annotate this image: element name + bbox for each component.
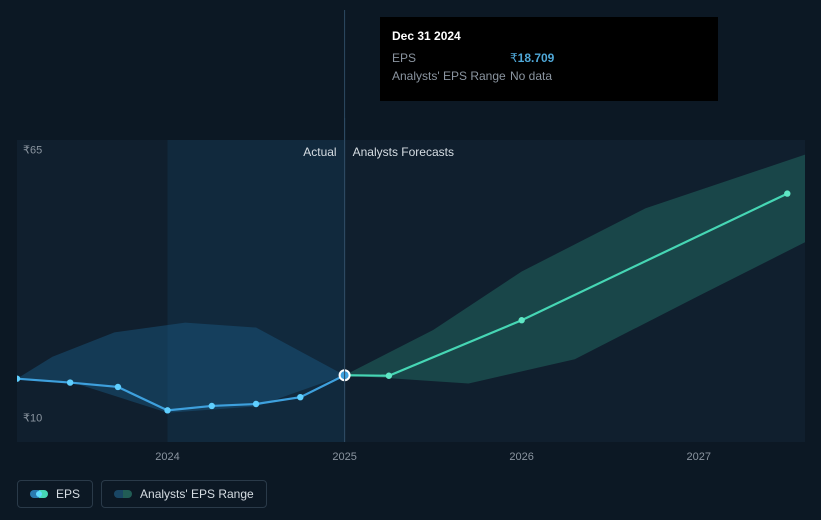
legend-label: EPS xyxy=(56,487,80,501)
svg-text:₹65: ₹65 xyxy=(23,145,42,157)
svg-text:2025: 2025 xyxy=(332,451,356,463)
legend-label: Analysts' EPS Range xyxy=(140,487,254,501)
svg-text:₹10: ₹10 xyxy=(23,413,42,425)
svg-text:2027: 2027 xyxy=(687,451,711,463)
chart-legend: EPS Analysts' EPS Range xyxy=(17,480,267,508)
tooltip-row-value: ₹18.709 xyxy=(510,49,554,67)
legend-swatch-icon xyxy=(30,490,48,498)
chart-tooltip: Dec 31 2024 EPS ₹18.709 Analysts' EPS Ra… xyxy=(380,17,718,101)
tooltip-row-eps: EPS ₹18.709 xyxy=(392,49,706,67)
svg-text:Actual: Actual xyxy=(303,145,336,159)
tooltip-row-value: No data xyxy=(510,67,552,85)
tooltip-row-range: Analysts' EPS Range No data xyxy=(392,67,706,85)
tooltip-date: Dec 31 2024 xyxy=(392,27,706,45)
tooltip-row-label: EPS xyxy=(392,49,510,67)
legend-item-range[interactable]: Analysts' EPS Range xyxy=(101,480,267,508)
legend-swatch-icon xyxy=(114,490,132,498)
svg-text:2024: 2024 xyxy=(155,451,179,463)
legend-item-eps[interactable]: EPS xyxy=(17,480,93,508)
tooltip-row-label: Analysts' EPS Range xyxy=(392,67,510,85)
svg-text:Analysts Forecasts: Analysts Forecasts xyxy=(353,145,454,159)
svg-text:2026: 2026 xyxy=(509,451,533,463)
